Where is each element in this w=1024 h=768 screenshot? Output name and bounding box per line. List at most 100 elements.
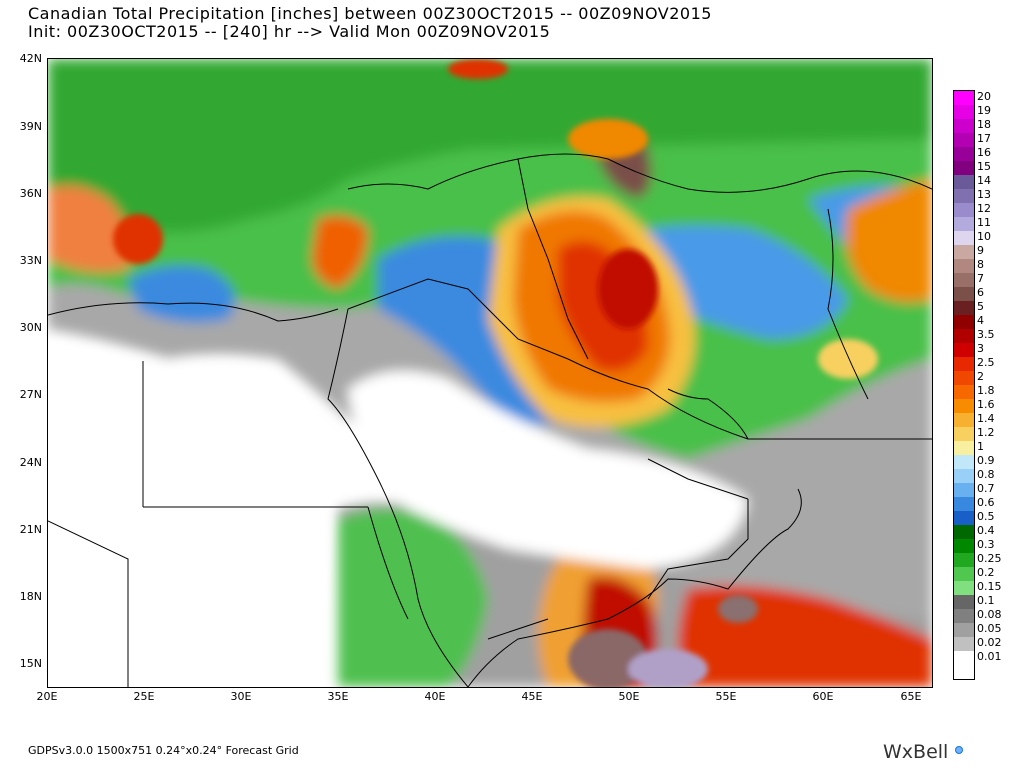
legend-swatch [954,161,974,175]
lon-label: 45E [521,690,543,703]
lat-label: 18N [19,590,42,603]
legend-label: 0.3 [977,538,995,551]
lon-label: 25E [133,690,155,703]
boundaries [48,153,932,687]
legend-label: 0.15 [977,580,1002,593]
lon-label: 35E [327,690,349,703]
lon-label: 60E [812,690,834,703]
lat-label: 33N [19,254,42,267]
legend-label: 0.7 [977,482,995,495]
legend-swatch [954,511,974,525]
legend-label: 0.05 [977,622,1002,635]
lat-label: 21N [19,523,42,536]
legend-swatch [954,497,974,511]
legend-swatch [954,427,974,441]
legend-label: 0.6 [977,496,995,509]
precipitation-map [47,58,933,688]
legend-swatch [954,273,974,287]
legend-swatch [954,357,974,371]
legend-swatch [954,343,974,357]
legend-swatch [954,413,974,427]
legend-swatch [954,483,974,497]
legend-label: 20 [977,90,991,103]
lat-label: 42N [19,52,42,65]
legend-swatch [954,91,974,105]
legend-swatch [954,203,974,217]
legend-swatch [954,399,974,413]
brand-logo: WxBell [883,741,949,763]
legend-label: 2 [977,370,984,383]
lon-label: 20E [36,690,58,703]
legend-label: 14 [977,174,991,187]
legend-swatch [954,553,974,567]
legend-swatch [954,217,974,231]
legend-swatch [954,301,974,315]
legend-swatch [954,385,974,399]
legend-swatch [954,609,974,623]
legend-swatch [954,525,974,539]
legend-label: 10 [977,230,991,243]
legend-label: 7 [977,272,984,285]
legend-label: 1.8 [977,384,995,397]
chart-title: Canadian Total Precipitation [inches] be… [28,4,712,23]
legend-swatch [954,595,974,609]
legend-swatch [954,539,974,553]
lon-label: 55E [715,690,737,703]
map-svg [48,59,932,687]
model-info: GDPSv3.0.0 1500x751 0.24°x0.24° Forecast… [28,744,299,757]
legend-label: 19 [977,104,991,117]
precip-detail [113,59,878,687]
legend-label: 0.25 [977,552,1002,565]
legend-label: 3.5 [977,328,995,341]
legend-label: 8 [977,258,984,271]
legend-swatch [954,469,974,483]
legend-label: 0.2 [977,566,995,579]
legend-label: 11 [977,216,991,229]
legend-label: 12 [977,202,991,215]
lon-label: 30E [230,690,252,703]
legend-label: 0.4 [977,524,995,537]
legend-swatch [954,259,974,273]
legend-label: 1 [977,440,984,453]
legend-swatch [954,329,974,343]
legend-swatch [954,371,974,385]
legend-swatch [954,189,974,203]
legend-swatch [954,567,974,581]
brand-dot-icon [955,746,963,754]
legend-label: 9 [977,244,984,257]
legend-swatch [954,287,974,301]
legend-label: 0.08 [977,608,1002,621]
lat-label: 36N [19,187,42,200]
legend-label: 0.5 [977,510,995,523]
legend-swatch [954,175,974,189]
precip-field [48,59,932,687]
legend-swatch [954,623,974,637]
lat-label: 24N [19,456,42,469]
legend-label: 3 [977,342,984,355]
legend-label: 5 [977,300,984,313]
legend-swatch [954,637,974,651]
legend-swatch [954,245,974,259]
lon-label: 40E [424,690,446,703]
legend-label: 1.2 [977,426,995,439]
lat-label: 15N [19,657,42,670]
legend-swatch [954,651,974,665]
legend-label: 0.8 [977,468,995,481]
legend-label: 0.9 [977,454,995,467]
legend-label: 0.02 [977,636,1002,649]
legend-swatch [954,133,974,147]
legend-swatch [954,581,974,595]
lon-label: 65E [900,690,922,703]
legend-label: 0.01 [977,650,1002,663]
legend-label: 18 [977,118,991,131]
legend-label: 15 [977,160,991,173]
color-legend [953,90,975,680]
legend-label: 4 [977,314,984,327]
lat-label: 30N [19,321,42,334]
legend-swatch [954,315,974,329]
legend-swatch [954,441,974,455]
legend-label: 16 [977,146,991,159]
lat-label: 39N [19,120,42,133]
legend-label: 13 [977,188,991,201]
legend-swatch [954,231,974,245]
